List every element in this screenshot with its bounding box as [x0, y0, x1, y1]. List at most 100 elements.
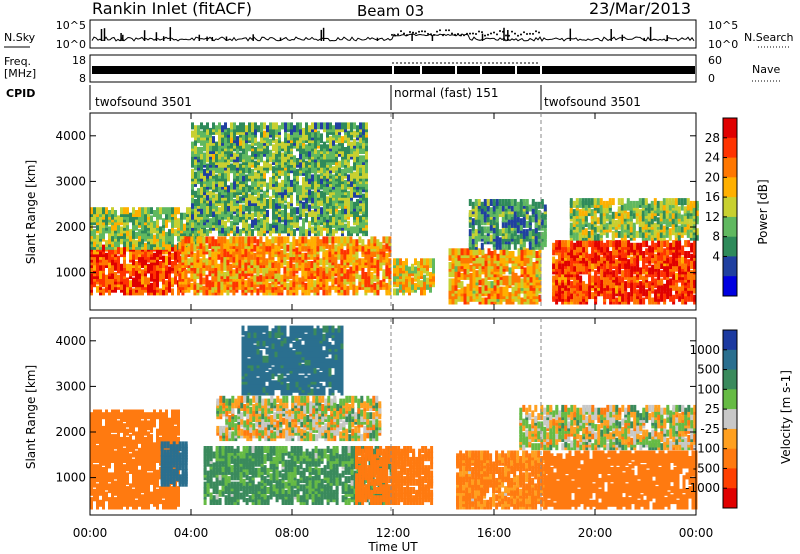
heatmap-cell	[528, 242, 532, 250]
heatmap-cell	[181, 239, 185, 247]
heatmap-cell	[493, 275, 497, 283]
heatmap-cell	[624, 294, 628, 302]
freq-panel-frame	[89, 54, 697, 83]
heatmap-cell	[227, 190, 230, 198]
heatmap-cell	[168, 266, 171, 274]
heatmap-cell	[487, 270, 491, 278]
heatmap-cell	[426, 263, 429, 271]
noise-search-point	[451, 32, 453, 35]
heatmap-cell	[265, 236, 269, 244]
noise-search-point	[535, 30, 537, 33]
heatmap-cell	[253, 274, 257, 282]
heatmap-cell	[304, 252, 308, 260]
heatmap-cell	[305, 201, 308, 209]
heatmap-cell	[102, 226, 105, 234]
heatmap-cell	[117, 226, 120, 234]
heatmap-cell	[301, 252, 305, 260]
heatmap-cell	[93, 247, 96, 255]
heatmap-cell	[402, 261, 405, 268]
heatmap-cell	[561, 240, 565, 248]
heatmap-cell	[209, 177, 212, 185]
heatmap-cell	[385, 236, 389, 244]
heatmap-cell	[235, 266, 239, 274]
heatmap-cell	[281, 122, 284, 130]
heatmap-cell	[332, 149, 335, 157]
freq-gap	[480, 66, 482, 74]
heatmap-cell	[385, 263, 389, 271]
heatmap-cell	[280, 250, 284, 258]
heatmap-cell	[206, 152, 209, 160]
heatmap-cell	[129, 280, 132, 288]
heatmap-cell	[245, 190, 248, 198]
station-title: Rankin Inlet (fitACF)	[92, 0, 252, 18]
heatmap-cell	[111, 272, 114, 279]
heatmap-cell	[499, 278, 503, 286]
heatmap-cell	[259, 274, 263, 282]
heatmap-cell	[514, 256, 518, 264]
heatmap-cell	[420, 280, 423, 288]
heatmap-cell	[388, 258, 392, 266]
heatmap-cell	[200, 179, 203, 187]
heatmap-cell	[326, 196, 329, 204]
cpid-label: CPID	[6, 87, 35, 100]
heatmap-cell	[575, 225, 579, 233]
heatmap-cell	[227, 158, 230, 165]
heatmap-cell	[206, 141, 209, 149]
heatmap-cell	[248, 185, 251, 193]
heatmap-cell	[299, 204, 302, 212]
heatmap-cell	[123, 231, 126, 239]
heatmap-cell	[570, 262, 574, 269]
heatmap-cell	[343, 272, 347, 279]
heatmap-cell	[96, 234, 99, 242]
heatmap-cell	[597, 289, 601, 297]
heatmap-cell	[287, 166, 290, 174]
heatmap-cell	[529, 270, 533, 278]
heatmap-cell	[215, 185, 218, 193]
heatmap-cell	[523, 275, 527, 283]
heatmap-cell	[364, 277, 368, 285]
heatmap-cell	[510, 231, 514, 239]
heatmap-cell	[93, 207, 96, 215]
heatmap-cell	[287, 201, 290, 209]
heatmap-cell	[526, 267, 530, 275]
heatmap-cell	[174, 244, 177, 252]
heatmap-cell	[609, 240, 613, 248]
heatmap-cell	[275, 223, 278, 231]
heatmap-cell	[269, 182, 272, 190]
heatmap-cell	[245, 204, 248, 212]
heatmap-cell	[657, 283, 661, 291]
heatmap-cell	[190, 255, 194, 263]
heatmap-cell	[208, 269, 212, 277]
heatmap-cell	[126, 240, 129, 248]
heatmap-cell	[150, 272, 153, 279]
heatmap-cell	[278, 163, 281, 171]
heatmap-cell	[414, 266, 417, 274]
heatmap-cell	[522, 215, 526, 223]
heatmap-cell	[356, 179, 359, 187]
heatmap-cell	[332, 229, 335, 237]
heatmap-cell	[295, 288, 299, 296]
heatmap-cell	[555, 259, 559, 267]
heatmap-cell	[227, 210, 230, 217]
heatmap-cell	[359, 136, 362, 144]
heatmap-cell	[184, 252, 188, 260]
heatmap-cell	[165, 212, 168, 220]
heatmap-cell	[208, 250, 212, 258]
heatmap-cell	[353, 122, 356, 130]
heatmap-cell	[323, 207, 326, 215]
heatmap-cell	[609, 251, 613, 258]
heatmap-cell	[244, 261, 248, 268]
heatmap-cell	[254, 196, 257, 204]
heatmap-cell	[211, 274, 215, 282]
heatmap-cell	[105, 274, 108, 282]
heatmap-cell	[259, 266, 263, 274]
heatmap-cell	[326, 220, 329, 228]
heatmap-cell	[523, 292, 527, 300]
heatmap-cell	[200, 130, 203, 138]
heatmap-cell	[269, 196, 272, 204]
heatmap-cell	[373, 258, 377, 266]
heatmap-cell	[200, 207, 203, 215]
heatmap-cell	[396, 288, 399, 296]
heatmap-cell	[307, 261, 311, 268]
heatmap-cell	[576, 264, 580, 272]
